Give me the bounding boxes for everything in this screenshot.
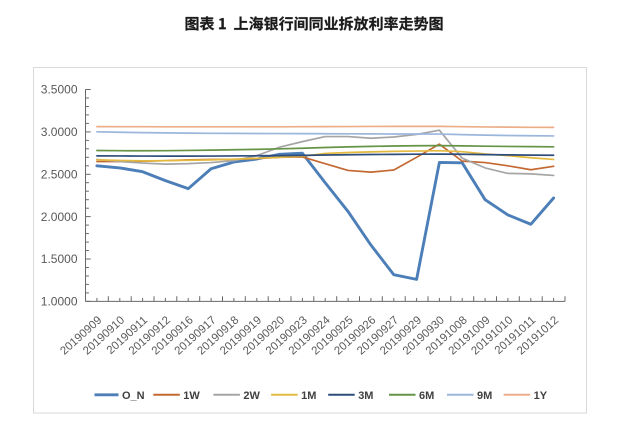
svg-text:3.5000: 3.5000: [41, 83, 78, 97]
svg-text:O_N: O_N: [122, 390, 145, 402]
svg-text:2.0000: 2.0000: [41, 210, 78, 224]
svg-text:1Y: 1Y: [534, 390, 548, 402]
svg-text:6M: 6M: [419, 390, 434, 402]
svg-text:2.5000: 2.5000: [41, 168, 78, 182]
svg-text:2W: 2W: [243, 390, 260, 402]
svg-text:3M: 3M: [358, 390, 373, 402]
svg-text:1M: 1M: [301, 390, 316, 402]
svg-text:3.0000: 3.0000: [41, 125, 78, 139]
svg-text:1W: 1W: [183, 390, 200, 402]
svg-text:1.5000: 1.5000: [41, 252, 78, 266]
svg-text:9M: 9M: [477, 390, 492, 402]
svg-text:1.0000: 1.0000: [41, 295, 78, 309]
